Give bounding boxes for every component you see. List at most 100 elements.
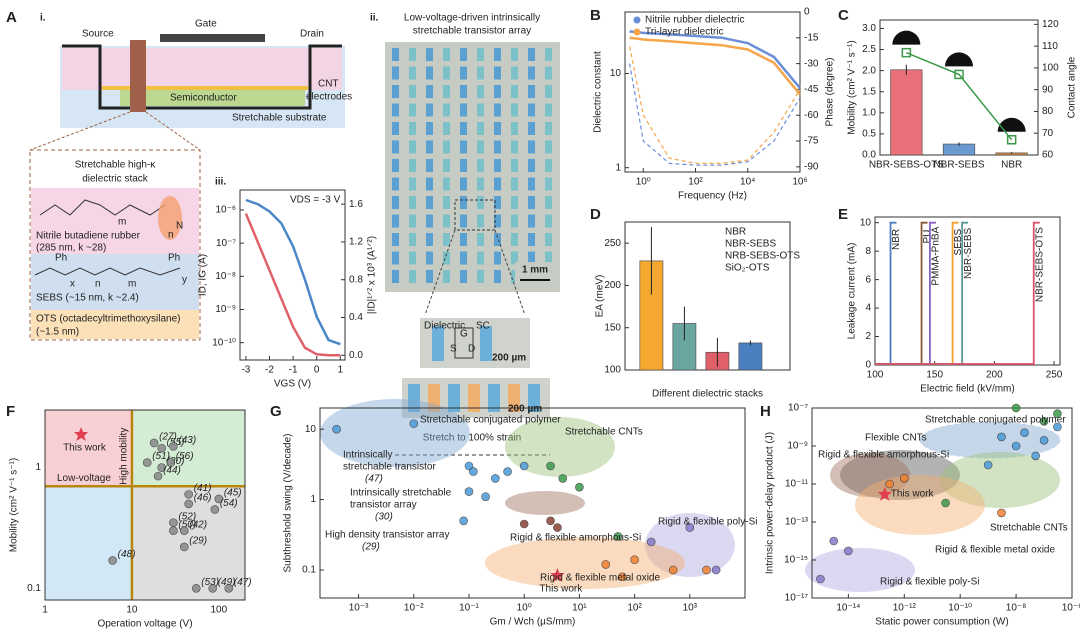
point	[519, 519, 529, 529]
array-cell	[545, 140, 552, 154]
array-cell	[392, 140, 399, 154]
point-label: (41)	[194, 483, 212, 494]
y2-tick-label: 70	[1042, 128, 1054, 139]
x-axis-label: Gm / Wch (µS/mm)	[490, 617, 576, 628]
c2	[448, 384, 460, 412]
point	[1039, 435, 1049, 445]
leakage-line	[875, 221, 959, 365]
array-cell	[545, 196, 552, 209]
y-tick-label: 2.0	[862, 65, 876, 76]
array-cell	[443, 85, 450, 98]
x-axis-label: Static power consumption (W)	[875, 617, 1008, 628]
quadrant-label: High mobility	[119, 428, 130, 485]
array-cell	[528, 122, 535, 135]
x-tick-label: 10⁻¹²	[893, 603, 917, 614]
y-tick-label: 10⁻⁷	[216, 238, 236, 249]
array-cell	[477, 159, 484, 172]
point	[553, 523, 562, 532]
array-cell	[511, 66, 518, 80]
array-cell	[443, 159, 450, 172]
annotation: High density transistor array	[325, 530, 450, 541]
y2-tick-label: 1.6	[349, 199, 363, 210]
region	[840, 450, 960, 500]
array-cell	[392, 66, 399, 80]
series-label: PMMA-PnBA	[931, 226, 942, 285]
array-cell	[392, 177, 399, 191]
point-label: (44)	[163, 465, 181, 476]
array-cell	[409, 270, 416, 283]
array-cell	[477, 103, 484, 117]
annotation: (29)	[362, 542, 380, 553]
label: Gate	[195, 19, 217, 30]
point	[685, 523, 695, 532]
y2-tick-label: 0	[804, 7, 810, 18]
y2-tick-label: -75	[804, 136, 819, 147]
point	[169, 526, 178, 536]
ots-band	[31, 310, 199, 339]
x-axis-label: Operation voltage (V)	[97, 619, 192, 630]
point	[519, 461, 529, 471]
y-tick-label: 1.5	[862, 86, 876, 97]
y-axis-label: Mobility (cm² V⁻¹ s⁻¹)	[847, 40, 858, 134]
y2-axis-label: |ID|¹ᐟ² x 10³ (A¹ᐟ²)	[367, 236, 378, 314]
label: dielectric stack	[82, 174, 149, 185]
quad-bl	[45, 486, 132, 600]
array-cell	[409, 48, 416, 61]
point	[169, 518, 178, 527]
array-cell	[460, 159, 467, 172]
label: A	[6, 9, 17, 26]
annotation: (47)	[365, 474, 383, 485]
y2-tick-label: -30	[804, 58, 819, 69]
contact-angle-line	[906, 52, 1013, 141]
sebs-band	[31, 254, 199, 310]
x-tick-label: 10⁻⁶	[1062, 603, 1080, 614]
y2-tick-label: 0.4	[349, 312, 363, 323]
y2-tick-label: -45	[804, 84, 819, 95]
array-cell	[409, 66, 416, 80]
c2	[468, 384, 480, 412]
point-label: (55)	[167, 437, 185, 448]
droplet	[892, 30, 921, 45]
point-label: (45)	[224, 488, 242, 499]
point	[997, 508, 1006, 518]
array-cell	[511, 159, 518, 172]
array-cell	[409, 85, 416, 98]
array-cell	[392, 233, 399, 246]
array-cell	[528, 251, 535, 265]
annotation: stretchable transistor	[343, 462, 436, 473]
point	[997, 432, 1006, 442]
array-cell	[392, 251, 399, 265]
region-label: Rigid & flexible metal oxide	[935, 545, 1055, 556]
y-tick-label: 10⁻¹⁷	[785, 593, 809, 604]
array-cell	[426, 233, 433, 246]
plot-frame	[319, 407, 746, 599]
series-label: This work	[891, 489, 935, 500]
point	[464, 487, 474, 496]
star	[550, 567, 565, 582]
x-tick-label: 10⁰	[636, 177, 651, 188]
array-cell	[494, 48, 501, 61]
series-line	[244, 213, 341, 357]
array-cell	[409, 251, 416, 265]
label: S	[450, 344, 457, 355]
y-tick-label: 150	[604, 322, 621, 333]
x-tick-label: 10⁻¹⁰	[948, 603, 972, 614]
array-cell	[460, 251, 467, 265]
label: Dielectric	[424, 321, 465, 332]
array-cell	[511, 48, 518, 61]
label: OTS (octadecyltrimethoxysilane)	[36, 314, 181, 325]
array-cell	[528, 85, 535, 98]
annotation: Intrinsically	[343, 450, 392, 461]
y-tick-label: 1	[615, 162, 621, 173]
array-cell	[409, 214, 416, 228]
array-cell	[460, 214, 467, 228]
label: Stretchable high-κ	[75, 160, 157, 171]
array-cell	[426, 85, 433, 98]
bar	[738, 342, 763, 371]
point-label: (29)	[189, 536, 207, 547]
bar	[890, 69, 923, 156]
array-cell	[528, 48, 535, 61]
label: Semiconductor	[170, 93, 237, 104]
c2	[508, 384, 520, 412]
array-cell	[545, 85, 552, 98]
